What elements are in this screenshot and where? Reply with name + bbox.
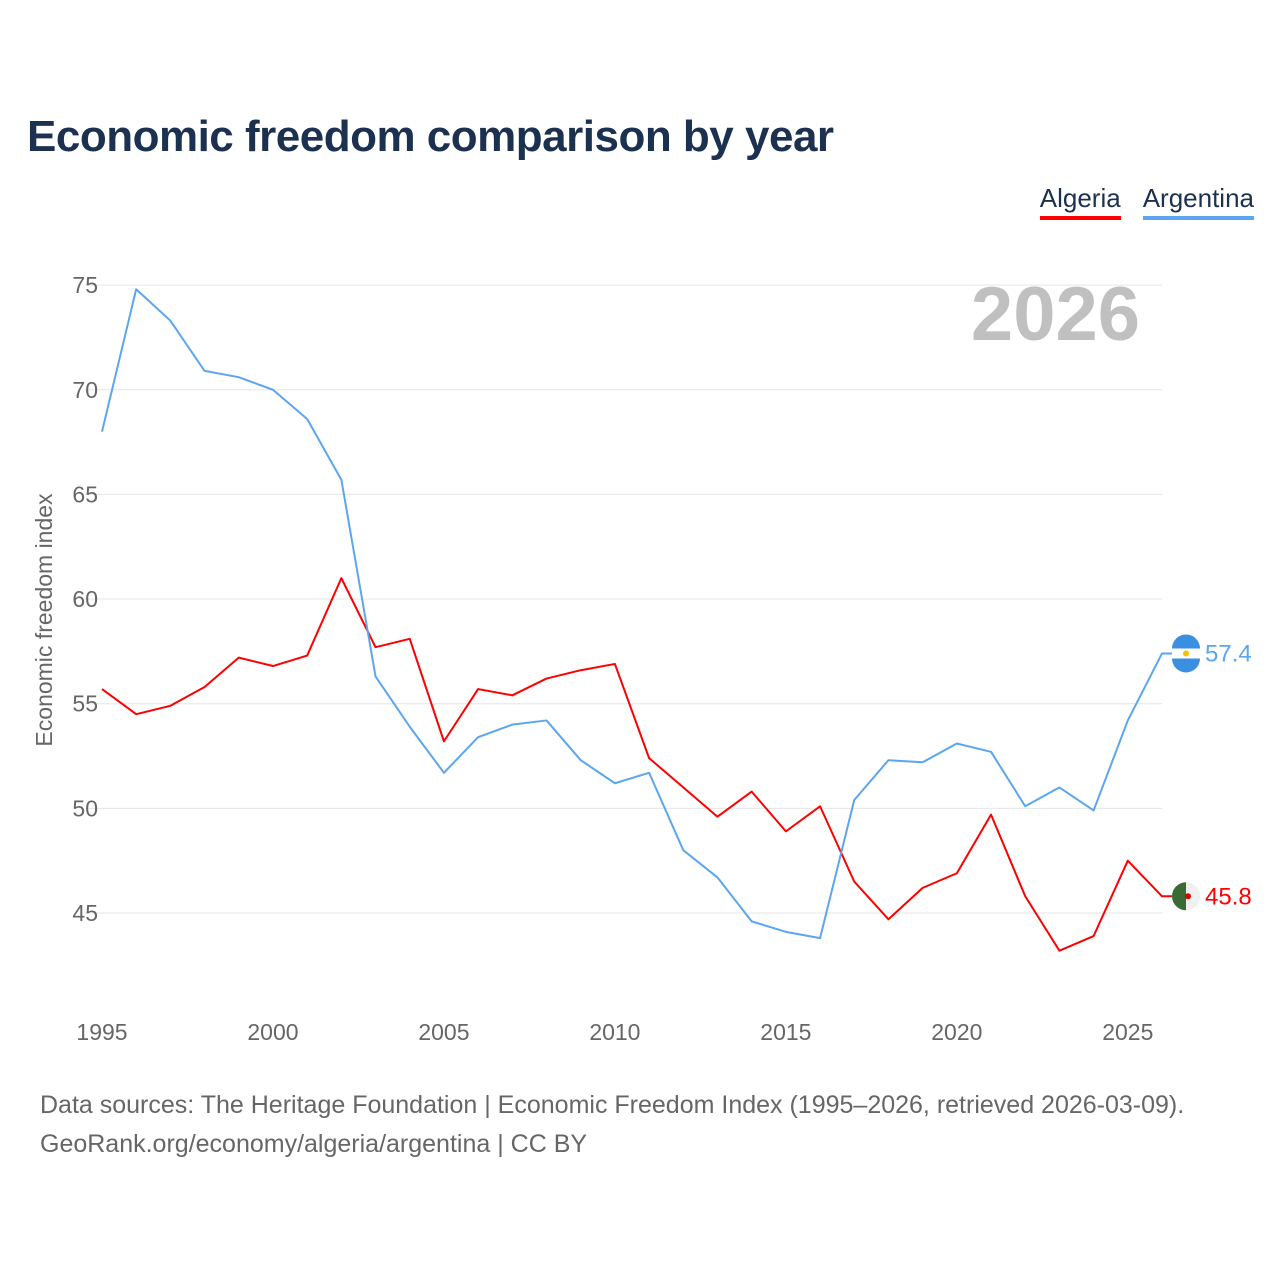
legend: Algeria Argentina <box>1039 183 1254 220</box>
y-tick-label: 60 <box>72 586 98 612</box>
flag-icon-part <box>1172 882 1186 911</box>
y-tick-label: 55 <box>72 691 98 717</box>
legend-item-argentina[interactable]: Argentina <box>1142 183 1254 220</box>
flag-icon-part <box>1172 634 1200 649</box>
series-line-argentina <box>101 288 1174 940</box>
x-tick-label: 2020 <box>931 1019 982 1045</box>
x-tick-label: 2025 <box>1102 1019 1153 1045</box>
x-tick-label: 2015 <box>760 1019 811 1045</box>
flag-icon-part <box>1185 893 1191 900</box>
y-tick-label: 65 <box>72 481 98 507</box>
source-note: Data sources: The Heritage Foundation | … <box>40 1086 1184 1164</box>
x-tick-label: 1995 <box>76 1019 127 1045</box>
end-value-label: 45.8 <box>1205 883 1252 910</box>
chart-title: Economic freedom comparison by year <box>27 112 834 161</box>
source-line-1: Data sources: The Heritage Foundation | … <box>40 1091 1185 1119</box>
x-tick-label: 2010 <box>589 1019 640 1045</box>
series-line-algeria <box>101 577 1174 952</box>
y-tick-label: 45 <box>72 900 98 926</box>
y-tick-label: 70 <box>72 377 98 403</box>
y-axis-label: Economic freedom index <box>31 493 57 747</box>
source-line-2: GeoRank.org/economy/algeria/argentina | … <box>40 1130 588 1158</box>
end-value-label: 57.4 <box>1205 640 1252 667</box>
flag-icon-part <box>1183 650 1189 657</box>
flag-icon-part <box>1172 658 1200 673</box>
x-tick-label: 2005 <box>418 1019 469 1045</box>
x-tick-label: 2000 <box>247 1019 298 1045</box>
year-watermark: 2026 <box>971 272 1140 357</box>
y-tick-label: 75 <box>72 272 98 298</box>
legend-item-algeria[interactable]: Algeria <box>1039 183 1121 220</box>
y-tick-label: 50 <box>72 795 98 821</box>
